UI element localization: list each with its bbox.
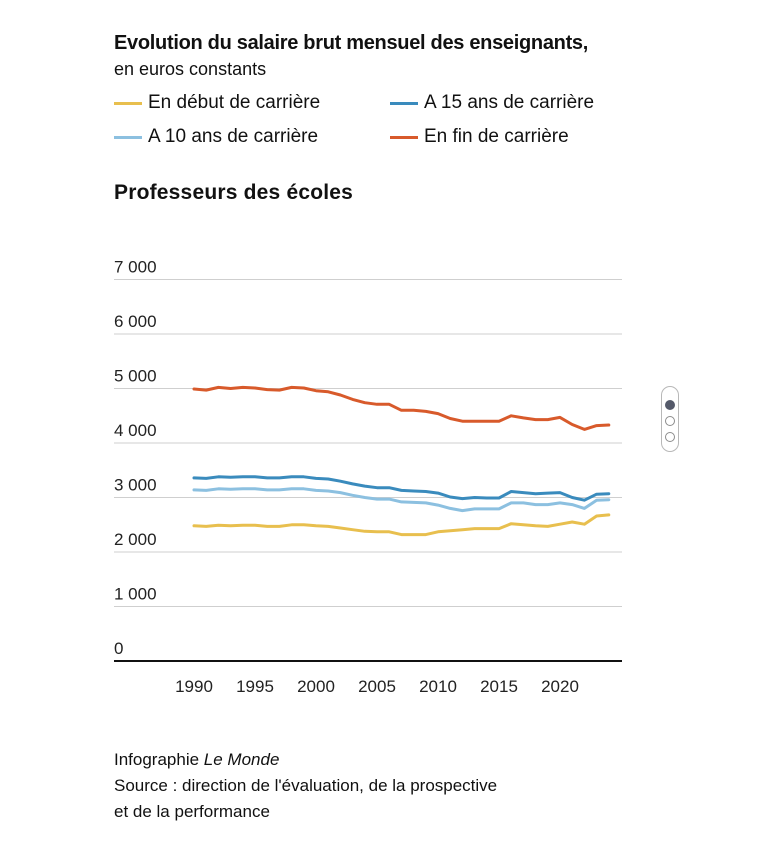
credit-prefix: Infographie (114, 750, 204, 769)
pager-dot-3[interactable] (665, 432, 675, 442)
x-tick-label-2015: 2015 (480, 677, 518, 696)
legend-label-fin: En fin de carrière (424, 126, 569, 147)
x-tick-label-2005: 2005 (358, 677, 396, 696)
chart-subtitle: en euros constants (114, 59, 267, 79)
y-tick-label-0: 0 (114, 639, 123, 658)
legend-item-10-ans: A 10 ans de carrière (114, 126, 318, 148)
y-tick-label-3000: 3 000 (114, 476, 157, 495)
chart-pager[interactable] (661, 386, 679, 452)
legend-swatch-fin (390, 135, 418, 139)
chart-title: Evolution du salaire brut mensuel des en… (114, 32, 589, 54)
legend-label-15-ans: A 15 ans de carrière (424, 92, 595, 113)
source-line-1: Source : direction de l'évaluation, de l… (114, 776, 498, 795)
credit-line: Infographie Le Monde (114, 747, 497, 773)
legend-swatch-10-ans (114, 135, 142, 139)
legend-swatch-debut (114, 101, 142, 105)
series-line-1 (192, 513, 611, 537)
legend-label-10-ans: A 10 ans de carrière (148, 126, 319, 147)
source-line-2: et de la performance (114, 802, 270, 821)
credit-source: Le Monde (203, 750, 280, 769)
line-chart: 0 1 000 2 000 3 000 4 000 5 000 6 000 7 000 1990… (114, 258, 622, 696)
y-tick-label-6000: 6 000 (114, 312, 157, 331)
x-tick-label-2020: 2020 (541, 677, 579, 696)
pager-dot-1[interactable] (665, 400, 675, 410)
y-tick-label-5000: 5 000 (114, 367, 157, 386)
y-tick-label-4000: 4 000 (114, 421, 157, 440)
pager-dot-2[interactable] (665, 416, 675, 426)
y-tick-label-1000: 1 000 (114, 585, 157, 604)
x-tick-label-1990: 1990 (175, 677, 213, 696)
chart-header: Evolution du salaire brut mensuel des en… (114, 30, 734, 80)
x-tick-label-2010: 2010 (419, 677, 457, 696)
y-tick-label-2000: 2 000 (114, 530, 157, 549)
legend: En début de carrière A 15 ans de carrièr… (114, 92, 674, 156)
legend-item-debut: En début de carrière (114, 92, 320, 114)
series-line-3 (192, 475, 611, 502)
panel-title: Professeurs des écoles (114, 181, 354, 204)
legend-item-fin: En fin de carrière (390, 126, 569, 148)
series-line-2 (192, 487, 611, 513)
x-tick-label-1995: 1995 (236, 677, 274, 696)
chart-footer: Infographie Le Monde Source : direction … (114, 747, 497, 825)
y-tick-label-7000: 7 000 (114, 258, 157, 277)
legend-label-debut: En début de carrière (148, 92, 321, 113)
series-line-4 (192, 385, 611, 431)
legend-item-15-ans: A 15 ans de carrière (390, 92, 594, 114)
x-tick-label-2000: 2000 (297, 677, 335, 696)
legend-swatch-15-ans (390, 101, 418, 105)
